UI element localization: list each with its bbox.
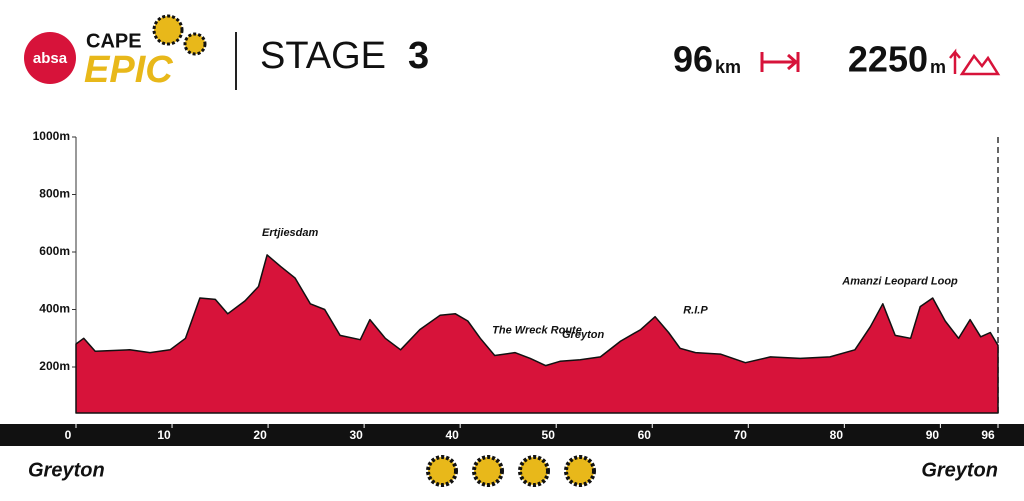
- y-tick-label: 400m: [39, 302, 70, 316]
- stats: 96 km 2250 m: [673, 39, 1001, 80]
- y-tick-label: 200m: [39, 359, 70, 373]
- stage-number: 3: [408, 35, 429, 77]
- x-axis-bar: [0, 424, 1024, 446]
- annotation: Ertjiesdam: [262, 227, 318, 239]
- gear-icon: [472, 455, 504, 487]
- x-tick-label: 10: [157, 428, 171, 442]
- x-tick-label: 90: [926, 428, 940, 442]
- x-tick-label: 60: [638, 428, 652, 442]
- logo-text: absa: [33, 50, 68, 67]
- x-tick-label: 20: [253, 428, 267, 442]
- gear-icon: [518, 455, 550, 487]
- logo-circle: [24, 32, 76, 84]
- x-tick-label: 80: [830, 428, 844, 442]
- annotation: The Wreck Route: [492, 325, 582, 337]
- difficulty: [426, 455, 596, 487]
- brand-top: CAPE: [86, 30, 142, 52]
- y-tick-label: 800m: [39, 187, 70, 201]
- start-label: Greyton: [28, 459, 105, 481]
- y-tick-label: 600m: [39, 244, 70, 258]
- distance-icon: [760, 52, 800, 72]
- stage-label: STAGE: [260, 35, 386, 77]
- x-tick-label: 30: [349, 428, 363, 442]
- x-tick-label: 40: [445, 428, 459, 442]
- x-tick-label: 70: [734, 428, 748, 442]
- end-label: Greyton: [921, 459, 998, 481]
- brand-bottom: EPIC: [84, 49, 173, 91]
- annotation: R.I.P: [683, 304, 708, 316]
- gear-icon: [152, 14, 184, 46]
- annotation: Amanzi Leopard Loop: [841, 276, 958, 288]
- elevation-area: [75, 254, 999, 414]
- gear-icon: [564, 455, 596, 487]
- distance-unit: km: [715, 57, 741, 77]
- distance: 96: [673, 39, 713, 80]
- x-tick-label: 50: [542, 428, 556, 442]
- climb-icon: [949, 48, 1001, 76]
- y-tick-label: 1000m: [33, 129, 70, 143]
- annotation: Greyton: [562, 329, 604, 341]
- logo: absa CAPE EPIC STAGE 3: [24, 14, 429, 91]
- x-tick-label: 0: [65, 428, 72, 442]
- gear-icon: [183, 32, 207, 56]
- climbing-unit: m: [930, 57, 946, 77]
- climbing: 2250: [848, 39, 928, 80]
- gear-icon: [426, 455, 458, 487]
- x-tick-label: 96: [981, 428, 995, 442]
